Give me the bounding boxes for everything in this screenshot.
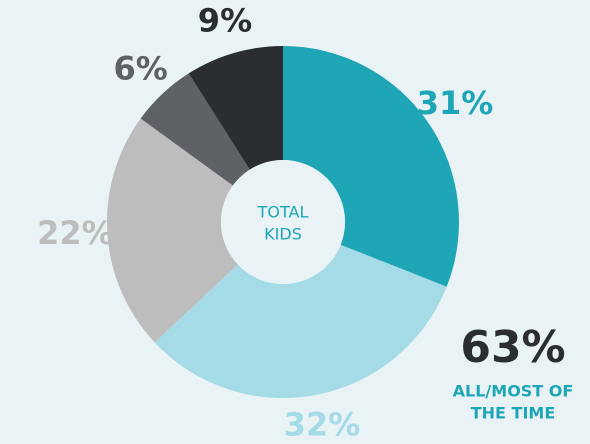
slice xyxy=(106,118,238,343)
slice xyxy=(140,73,250,186)
value-label: 6% xyxy=(113,49,167,87)
center-label: TOTAL xyxy=(257,203,309,222)
slice xyxy=(154,244,447,399)
value-label: 22% xyxy=(37,214,114,252)
annotation-value: 63% xyxy=(460,322,565,373)
annotation-text: THE TIME xyxy=(471,404,556,423)
value-label: 32% xyxy=(284,405,361,443)
annotation-text: ALL/MOST OF xyxy=(453,382,574,401)
slice xyxy=(188,46,283,170)
center-hole xyxy=(221,160,345,284)
slices xyxy=(106,46,459,399)
value-label: 9% xyxy=(198,1,252,39)
value-label: 31% xyxy=(417,84,494,122)
center-label: KIDS xyxy=(264,225,302,244)
slice xyxy=(283,46,459,287)
